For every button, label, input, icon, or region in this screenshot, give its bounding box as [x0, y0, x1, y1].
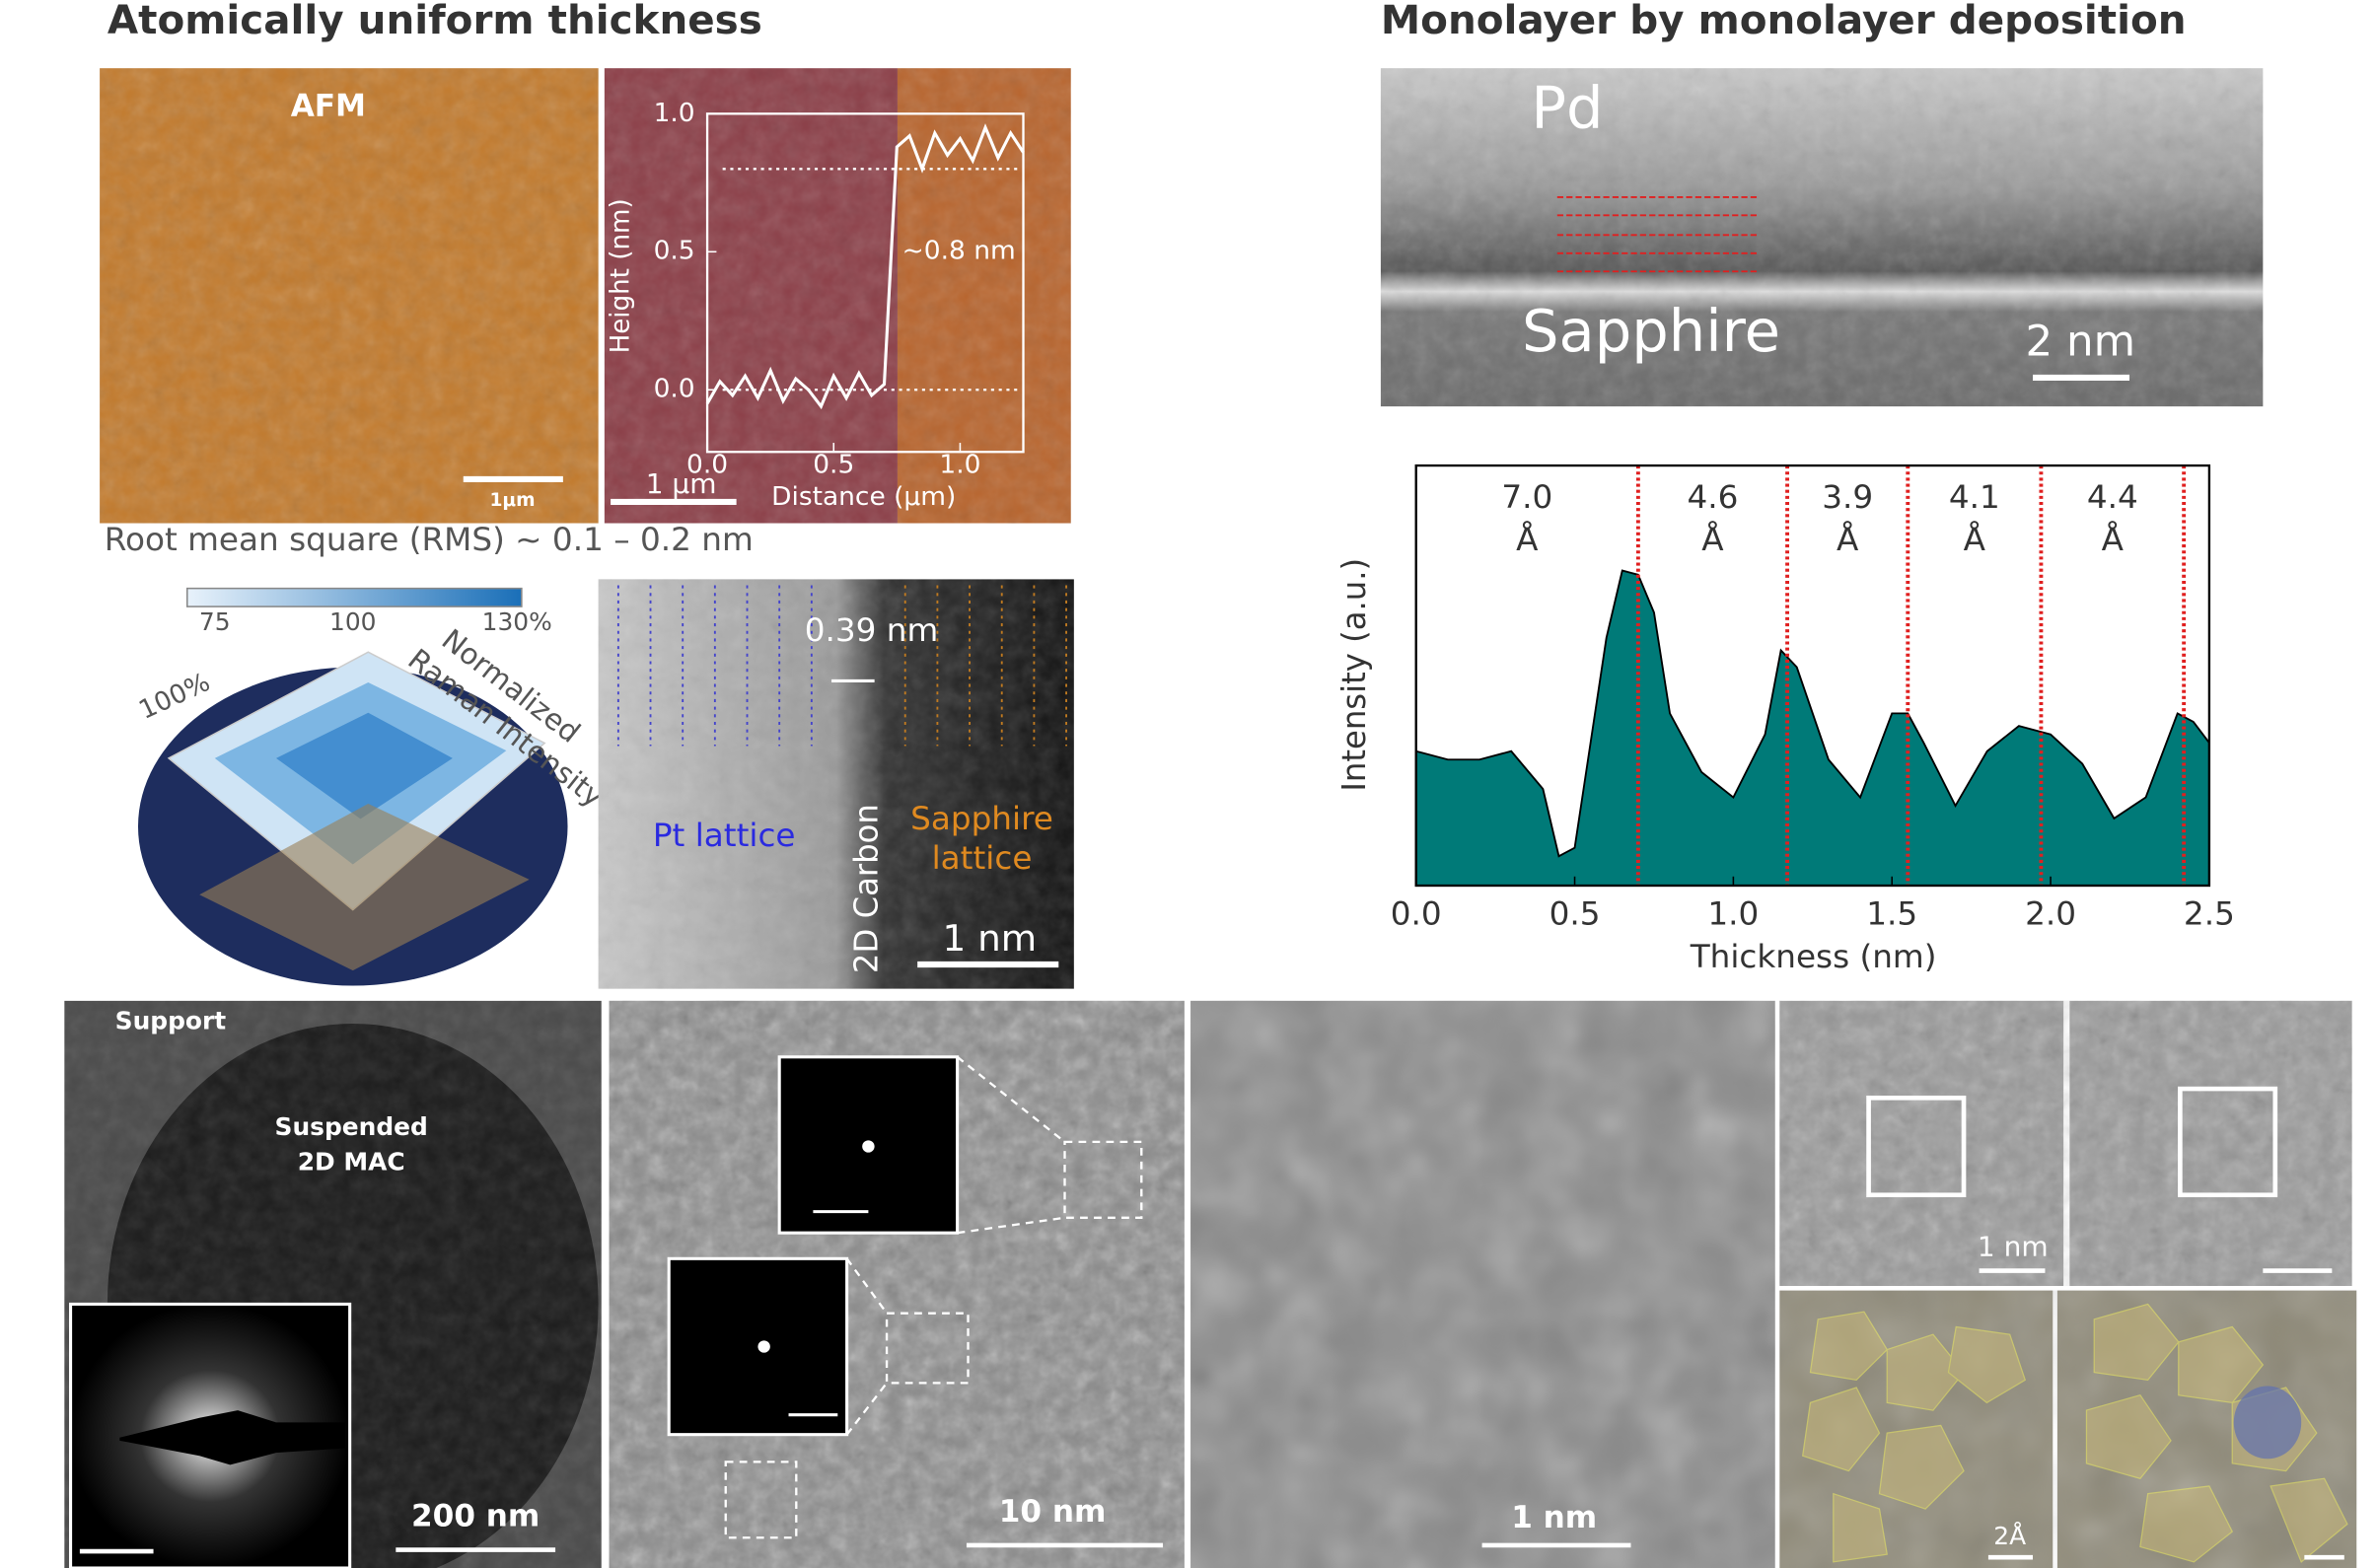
colorbar-label: 100	[329, 607, 376, 636]
x-tick-label: 1.0	[939, 451, 980, 480]
region-label: 2D MAC	[298, 1148, 405, 1176]
scale-bar: 1 nm	[1978, 1231, 2049, 1263]
heading: Atomically uniform thickness	[108, 0, 762, 43]
layer-unit: Å	[1516, 521, 1538, 558]
intensity-chart: 7.0 Å 4.6 Å 3.9 Å 4.1 Å 4.4 Å 0.0 0.5 1.0 1.5 2.0 2.5 Th…	[1335, 465, 2235, 975]
scale-bar: 200 nm	[411, 1499, 540, 1534]
region-label: Sapphire	[910, 800, 1053, 837]
scale-bar: 1 μm	[646, 467, 717, 500]
layer-unit: Å	[1701, 521, 1723, 558]
layer-label: Sapphire	[1522, 297, 1780, 365]
y-tick-label: 1.0	[654, 99, 695, 128]
scale-bar: 1μm	[489, 490, 535, 511]
spacing-label: 0.39 nm	[805, 611, 939, 649]
x-tick-label: 0.5	[1549, 895, 1601, 933]
y-tick-label: 0.5	[654, 237, 695, 266]
figure: Atomically uniform thickness Monolayer b…	[0, 0, 2378, 1568]
tem-image: Pd Sapphire 2 nm	[1381, 68, 2263, 406]
layer-label: 4.1	[1949, 478, 2000, 516]
x-tick-label: 0.5	[813, 451, 854, 480]
region-label: 2D Carbon	[847, 804, 885, 973]
x-tick-label: 2.0	[2025, 895, 2076, 933]
intensity-area	[1416, 571, 2209, 886]
layer-unit: Å	[2102, 521, 2124, 558]
x-axis-label: Distance (μm)	[771, 482, 956, 512]
scale-bar: 10 nm	[999, 1494, 1107, 1530]
layer-label: 7.0	[1501, 478, 1552, 516]
y-axis-label: Height (nm)	[606, 198, 635, 353]
layer-label: 3.9	[1822, 478, 1873, 516]
raman-map: 75 100 130% 100% Normalized Raman Intens…	[135, 589, 611, 986]
y-tick-label: 0.0	[654, 375, 695, 404]
scale-bar: 1 nm	[1511, 1500, 1597, 1535]
annotation: ~0.8 nm	[902, 237, 1016, 266]
layer-unit: Å	[1964, 521, 1985, 558]
y-axis-label: Intensity (a.u.)	[1335, 558, 1373, 792]
colorbar-label: 75	[199, 607, 231, 636]
heading: Monolayer by monolayer deposition	[1381, 0, 2187, 43]
rms-text: Root mean square (RMS) ~ 0.1 – 0.2 nm	[105, 521, 754, 558]
x-axis-label: Thickness (nm)	[1690, 938, 1937, 975]
x-tick-label: 0.0	[1391, 895, 1442, 933]
x-tick-label: 2.5	[2184, 895, 2235, 933]
layer-label: 4.6	[1688, 478, 1739, 516]
region-label: Support	[115, 1007, 227, 1035]
x-tick-label: 1.5	[1866, 895, 1917, 933]
layer-label: Pd	[1531, 74, 1603, 142]
region-label: Pt lattice	[653, 817, 796, 854]
tem-bottom-panels: Support Suspended 2D MAC 200 nm 10 nm 1 …	[64, 1001, 2356, 1568]
scale-bar: 2 nm	[2025, 318, 2135, 367]
afm-label: AFM	[291, 89, 366, 124]
layer-unit: Å	[1837, 521, 1858, 558]
scale-bar: 1 nm	[942, 917, 1037, 960]
region-label: Suspended	[275, 1112, 428, 1141]
region-label: lattice	[932, 839, 1033, 877]
afm-image: AFM 1μm	[100, 68, 599, 523]
colorbar-label: 130%	[482, 607, 552, 636]
stem-image: 0.39 nm Pt lattice 2D Carbon Sapphire la…	[599, 579, 1074, 988]
scale-bar: 2Å	[1993, 1522, 2026, 1550]
layer-label: 4.4	[2087, 478, 2138, 516]
x-tick-label: 1.0	[1707, 895, 1759, 933]
